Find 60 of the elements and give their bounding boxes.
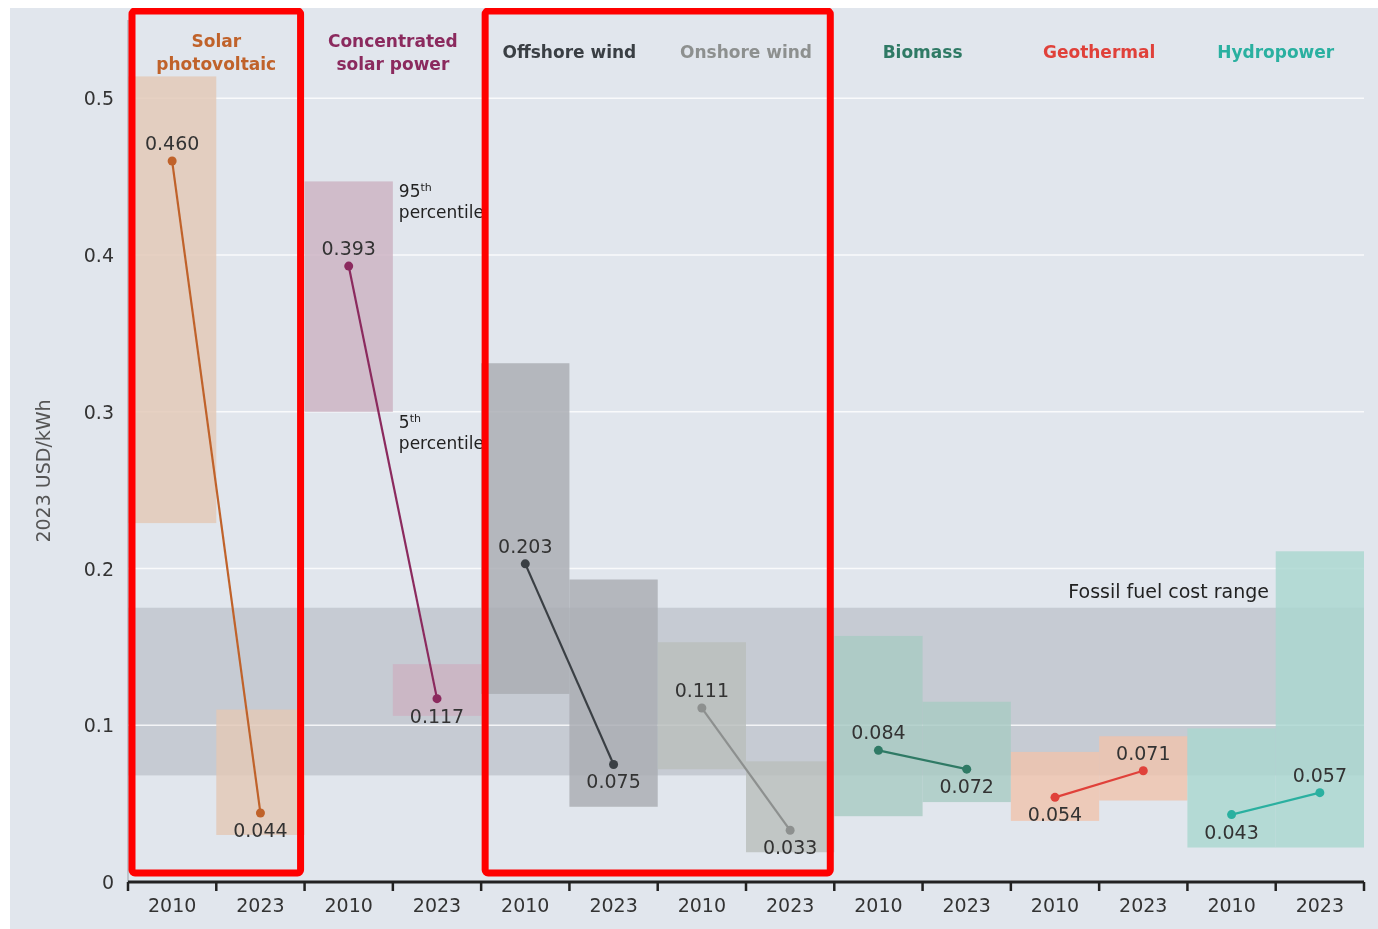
y-tick-label: 0.1 bbox=[83, 714, 114, 737]
x-tick-label: 2023 bbox=[589, 894, 638, 916]
text: Concentrated solar power bbox=[327, 30, 458, 74]
point bbox=[344, 261, 354, 271]
annotation: 5$^{th}$ percentile bbox=[398, 411, 484, 453]
text: Geothermal bbox=[1042, 42, 1156, 62]
annotation: 95$^{th}$ percentile bbox=[398, 180, 484, 223]
x-tick-label: 2023 bbox=[765, 894, 815, 916]
point bbox=[1227, 810, 1237, 820]
text: Solar photovoltaic bbox=[156, 30, 277, 74]
x-tick-label: 2010 bbox=[324, 894, 373, 916]
data-label: 0.117 bbox=[409, 704, 465, 727]
point bbox=[873, 745, 883, 755]
point bbox=[432, 694, 442, 704]
data-label: 0.057 bbox=[1292, 763, 1348, 786]
data-label: 0.111 bbox=[674, 679, 730, 702]
data-label: 0.203 bbox=[498, 534, 553, 557]
data-label: 0.084 bbox=[851, 721, 906, 744]
x-tick-label: 2010 bbox=[677, 894, 727, 916]
bar bbox=[304, 181, 393, 412]
point bbox=[1050, 792, 1060, 802]
data-label: 0.460 bbox=[144, 132, 200, 155]
data-label: 0.072 bbox=[939, 775, 994, 798]
y-tick-label: 0.4 bbox=[83, 244, 114, 267]
x-tick-label: 2023 bbox=[236, 894, 285, 916]
point bbox=[609, 759, 619, 769]
y-tick-label: 0.3 bbox=[83, 400, 114, 423]
text: Onshore wind bbox=[679, 42, 813, 62]
point bbox=[697, 703, 707, 713]
point bbox=[255, 808, 265, 818]
x-tick-label: 2023 bbox=[1295, 894, 1345, 916]
data-label: 0.043 bbox=[1204, 820, 1259, 843]
y-tick-label: 0.2 bbox=[83, 557, 114, 580]
point bbox=[167, 156, 177, 166]
point bbox=[520, 559, 530, 569]
text: Offshore wind bbox=[502, 42, 637, 62]
data-label: 0.075 bbox=[586, 770, 641, 793]
point bbox=[1138, 766, 1148, 776]
point bbox=[962, 764, 972, 774]
data-label: 0.393 bbox=[321, 237, 376, 260]
band-label: Fossil fuel cost range bbox=[1068, 579, 1269, 602]
data-label: 0.054 bbox=[1027, 803, 1083, 826]
x-tick-label: 2010 bbox=[147, 894, 197, 916]
y-tick-label: 0 bbox=[101, 871, 114, 893]
point bbox=[785, 825, 795, 835]
y-axis-title: 2023 USD/kWh bbox=[32, 399, 54, 543]
x-tick-label: 2023 bbox=[412, 894, 462, 916]
point bbox=[1315, 788, 1325, 798]
x-tick-label: 2023 bbox=[942, 894, 991, 916]
x-tick-label: 2023 bbox=[1119, 894, 1168, 916]
data-label: 0.033 bbox=[762, 836, 818, 859]
x-tick-label: 2010 bbox=[501, 894, 550, 916]
text: Hydropower bbox=[1217, 42, 1335, 62]
text: Biomass bbox=[882, 42, 963, 62]
x-tick-label: 2010 bbox=[1030, 894, 1080, 916]
x-tick-label: 2010 bbox=[854, 894, 903, 916]
data-label: 0.071 bbox=[1116, 741, 1171, 764]
data-label: 0.044 bbox=[233, 819, 288, 842]
y-tick-label: 0.5 bbox=[83, 87, 114, 110]
x-tick-label: 2010 bbox=[1207, 894, 1256, 916]
